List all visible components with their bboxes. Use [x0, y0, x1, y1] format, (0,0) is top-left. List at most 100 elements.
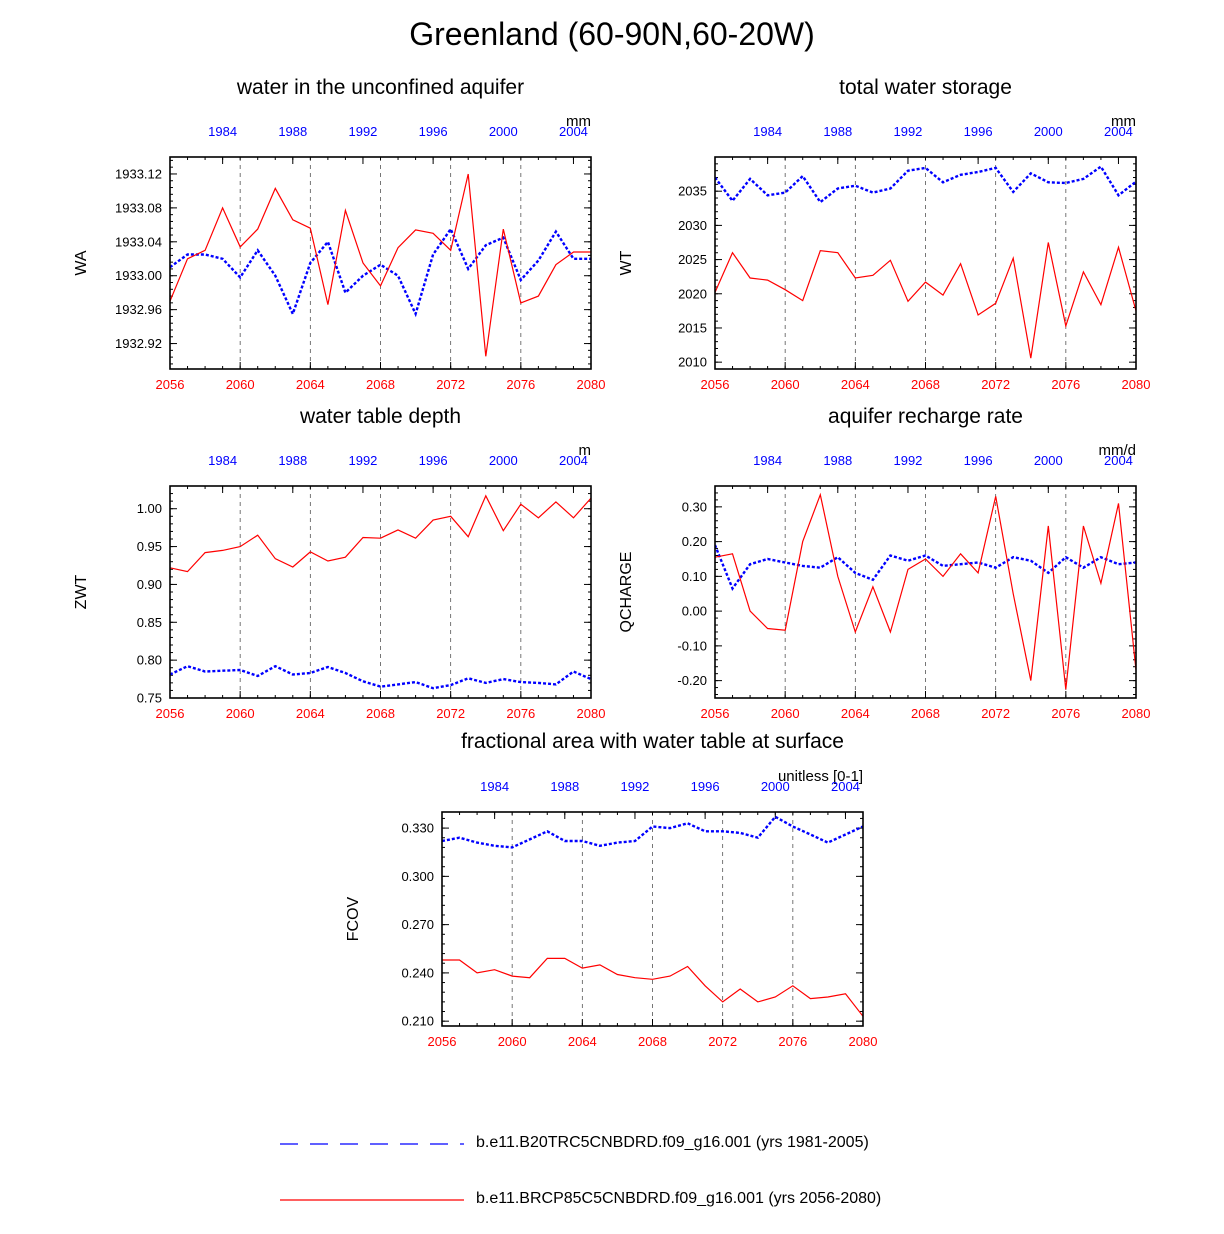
panel5-ytick-label: 0.330 [401, 821, 434, 836]
panel3-units-label: m [579, 442, 592, 459]
panel5-top-tick-label: 1988 [550, 779, 579, 794]
panel5-ytick-label: 0.270 [401, 917, 434, 932]
panel1-top-tick-label: 1988 [278, 124, 307, 139]
panel5-ytick-label: 0.300 [401, 869, 434, 884]
panel2-ytick-label: 2035 [678, 184, 707, 199]
panel3-top-tick-label: 1992 [348, 453, 377, 468]
panel2-top-tick-label: 1988 [823, 124, 852, 139]
panel2-title: total water storage [839, 76, 1012, 99]
panel4-xtick-label: 2076 [1051, 706, 1080, 721]
panel5-xtick-label: 2076 [778, 1034, 807, 1049]
panel3-ylabel: ZWT [73, 574, 90, 609]
legend-row-future: b.e11.BRCP85C5CNBDRD.f09_g16.001 (yrs 20… [0, 1186, 1224, 1216]
panel1-xtick-label: 2072 [436, 377, 465, 392]
panel5-top-tick-label: 1996 [691, 779, 720, 794]
panel4-xtick-label: 2072 [981, 706, 1010, 721]
panel3-xtick-label: 2068 [366, 706, 395, 721]
panel1-ylabel: WA [73, 250, 90, 276]
panel4-ytick-label: 0.20 [682, 534, 707, 549]
panel2-xtick-label: 2080 [1122, 377, 1151, 392]
panel1-xtick-label: 2068 [366, 377, 395, 392]
panel2-ytick-label: 2015 [678, 320, 707, 335]
panel1-ytick-label: 1933.04 [115, 234, 162, 249]
panel4-top-tick-label: 1988 [823, 453, 852, 468]
panel4-ytick-label: 0.10 [682, 569, 707, 584]
panel5-xtick-label: 2060 [498, 1034, 527, 1049]
panel1-xtick-label: 2056 [156, 377, 185, 392]
panel4-title: aquifer recharge rate [828, 405, 1023, 428]
panel2-ytick-label: 2030 [678, 218, 707, 233]
panel3-xtick-label: 2080 [577, 706, 606, 721]
panel1-series-future [170, 173, 591, 357]
panel3-top-tick-label: 1988 [278, 453, 307, 468]
panel1-ytick-label: 1933.12 [115, 166, 162, 181]
panel1-top-tick-label: 1996 [419, 124, 448, 139]
panel3-ytick-label: 0.95 [137, 539, 162, 554]
panel5-series-historical [442, 815, 863, 849]
panel4-xtick-label: 2056 [701, 706, 730, 721]
panel1-top-tick-label: 2004 [559, 124, 588, 139]
panel2-top-tick-label: 2004 [1104, 124, 1133, 139]
panel5-units-label: unitless [0-1] [778, 768, 863, 785]
panel4-top-tick-label: 1992 [893, 453, 922, 468]
panel1-xtick-label: 2076 [506, 377, 535, 392]
panel1-top-tick-label: 1992 [348, 124, 377, 139]
panel4-top-tick-label: 2000 [1034, 453, 1063, 468]
panel5-xtick-label: 2080 [849, 1034, 878, 1049]
panel3-ytick-label: 0.75 [137, 691, 162, 706]
panel5-title: fractional area with water table at surf… [461, 730, 844, 753]
panel4-top-tick-label: 2004 [1104, 453, 1133, 468]
panel4-top-tick-label: 1996 [964, 453, 993, 468]
panel3-xtick-label: 2072 [436, 706, 465, 721]
panel3-ytick-label: 0.85 [137, 615, 162, 630]
panel1-top-tick-label: 2000 [489, 124, 518, 139]
panel2-ytick-label: 2025 [678, 252, 707, 267]
panel3-xtick-label: 2076 [506, 706, 535, 721]
panel5-xtick-label: 2056 [428, 1034, 457, 1049]
panel2-ytick-label: 2020 [678, 286, 707, 301]
panel2-series-future [715, 242, 1136, 359]
panel5-ytick-label: 0.240 [401, 965, 434, 980]
page-title: Greenland (60-90N,60-20W) [409, 16, 815, 52]
panel3-ytick-label: 1.00 [137, 501, 162, 516]
panel5-top-tick-label: 2000 [761, 779, 790, 794]
panel2-xtick-label: 2060 [771, 377, 800, 392]
panel2-top-tick-label: 1984 [753, 124, 782, 139]
panel3-top-tick-label: 2004 [559, 453, 588, 468]
panel2-ylabel: WT [618, 250, 635, 275]
panel2-xtick-label: 2064 [841, 377, 870, 392]
panel5-xtick-label: 2072 [708, 1034, 737, 1049]
panel5-ylabel: FCOV [345, 896, 362, 941]
legend-row-historical: b.e11.B20TRC5CNBDRD.f09_g16.001 (yrs 198… [0, 1130, 1224, 1160]
panel5-xtick-label: 2064 [568, 1034, 597, 1049]
legend-label-future: b.e11.BRCP85C5CNBDRD.f09_g16.001 (yrs 20… [476, 1190, 882, 1207]
panel5-frame [441, 811, 864, 1027]
panel2-xtick-label: 2056 [701, 377, 730, 392]
panel4-series-historical [715, 544, 1136, 591]
panel1-xtick-label: 2064 [296, 377, 325, 392]
panel4-xtick-label: 2068 [911, 706, 940, 721]
panel5-xtick-label: 2068 [638, 1034, 667, 1049]
panel2-units-label: mm [1111, 113, 1136, 130]
panel3-frame [169, 485, 592, 699]
panel2-top-tick-label: 1992 [893, 124, 922, 139]
panel5-top-tick-label: 1984 [480, 779, 509, 794]
panel1-title: water in the unconfined aquifer [236, 76, 524, 99]
panel1-top-tick-label: 1984 [208, 124, 237, 139]
panel1-ytick-label: 1933.08 [115, 200, 162, 215]
panel3-xtick-label: 2064 [296, 706, 325, 721]
panel3-series-future [170, 494, 591, 573]
panel3-series-historical [170, 664, 591, 690]
panel1-ytick-label: 1933.00 [115, 268, 162, 283]
panel1-series-historical [170, 226, 591, 318]
panel4-xtick-label: 2064 [841, 706, 870, 721]
panel5-top-tick-label: 1992 [620, 779, 649, 794]
panel4-xtick-label: 2080 [1122, 706, 1151, 721]
panel3-top-tick-label: 1984 [208, 453, 237, 468]
panel3-ytick-label: 0.80 [137, 653, 162, 668]
panel3-xtick-label: 2060 [226, 706, 255, 721]
panel2-top-tick-label: 1996 [964, 124, 993, 139]
legend-label-historical: b.e11.B20TRC5CNBDRD.f09_g16.001 (yrs 198… [476, 1134, 869, 1151]
panel2-xtick-label: 2068 [911, 377, 940, 392]
panel3-title: water table depth [299, 405, 461, 428]
